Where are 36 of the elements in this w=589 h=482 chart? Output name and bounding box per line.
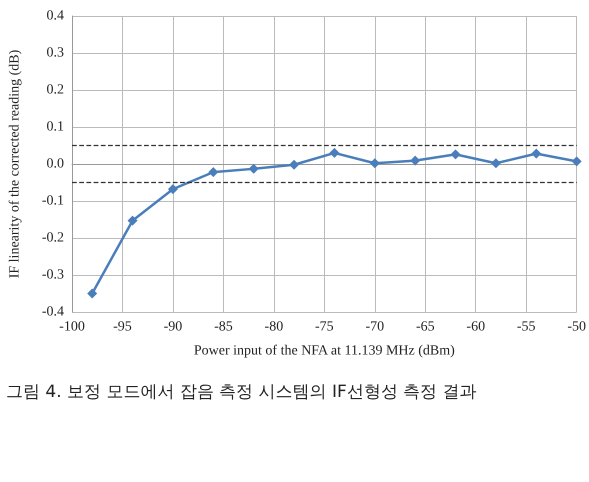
- point: [208, 167, 218, 178]
- x-tick-label: -50: [567, 320, 586, 334]
- y-tick-label: 0.2: [46, 82, 64, 98]
- x-tick-label: -55: [516, 320, 536, 334]
- x-tick-label: -70: [365, 320, 384, 334]
- y-tick-label: 0.3: [46, 46, 64, 60]
- y-tick-label: -0.1: [42, 194, 64, 208]
- point: [329, 148, 340, 158]
- y-tick-label: 0.0: [46, 156, 64, 172]
- x-tick-label: -80: [264, 320, 284, 334]
- x-axis-title: Power input of the NFA at 11.139 MHz (dBm): [194, 344, 456, 358]
- point: [248, 164, 259, 174]
- point: [168, 184, 178, 194]
- x-tick-label: -85: [214, 320, 233, 334]
- point: [370, 158, 380, 168]
- y-axis-title: IF linearity of the corrected reading (dB): [8, 49, 22, 278]
- x-tick-label: -100: [59, 320, 85, 334]
- point: [572, 156, 582, 166]
- x-tick-label: -95: [113, 320, 132, 334]
- point: [128, 216, 138, 226]
- x-tick-label: -75: [315, 320, 334, 334]
- y-tick-label: 0.4: [46, 8, 64, 24]
- point: [490, 158, 501, 168]
- point: [410, 156, 420, 166]
- y-tick-label: -0.2: [42, 230, 64, 246]
- point: [87, 288, 98, 298]
- y-tick-label: -0.3: [42, 268, 64, 282]
- y-tick-label: -0.4: [42, 304, 64, 320]
- x-tick-label: -65: [416, 320, 435, 334]
- x-tick-label: -90: [164, 320, 182, 334]
- x-tick-label: -60: [466, 320, 486, 334]
- point: [450, 149, 461, 160]
- y-tick-label: 0.1: [46, 120, 64, 134]
- caption: 그림 4. 보정 모드에서 잡음 측정 시스템의 IF선형성 측정 결과: [6, 381, 478, 404]
- point: [289, 160, 300, 170]
- point: [531, 148, 542, 159]
